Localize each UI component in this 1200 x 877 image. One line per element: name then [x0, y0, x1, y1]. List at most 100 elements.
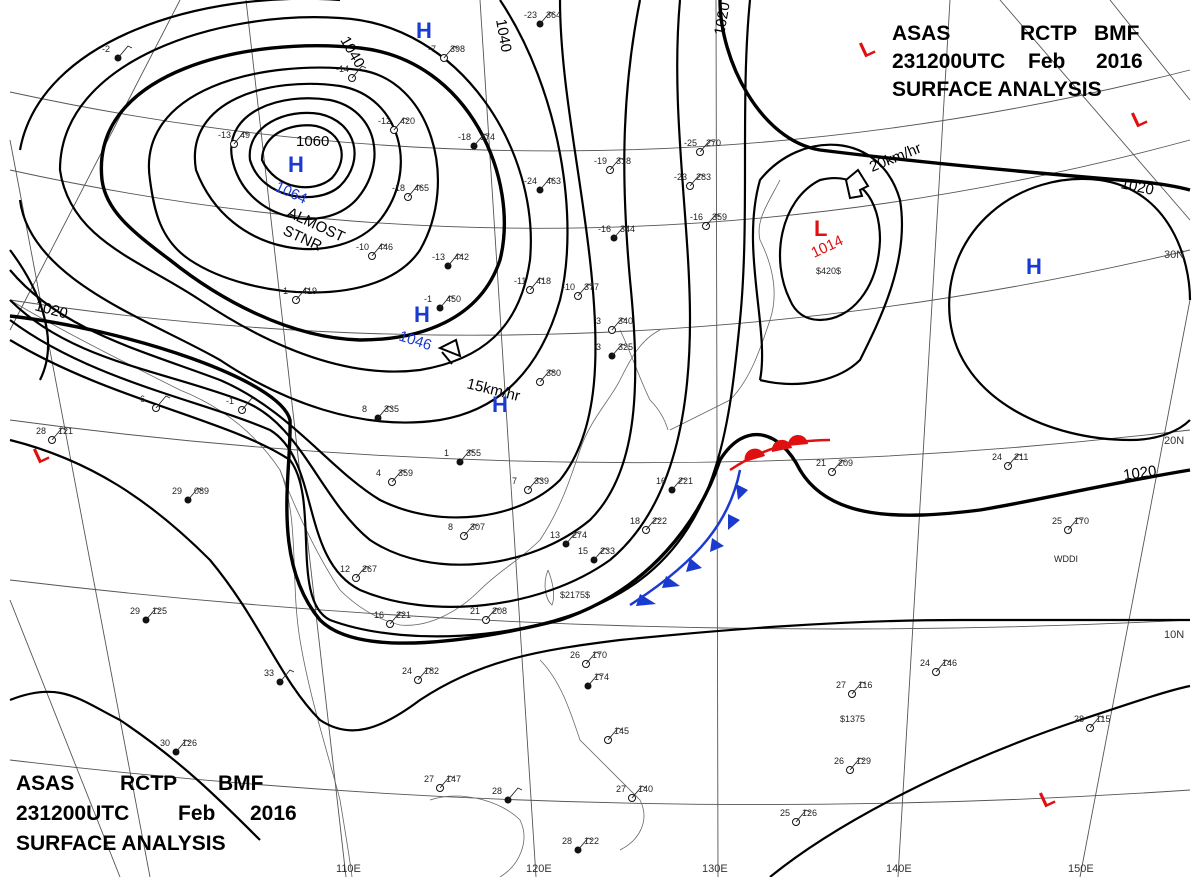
wind-barb [233, 131, 249, 145]
wind-barb [539, 177, 555, 191]
station-tags: $420$ $1375 $2175$ WDDI [560, 266, 1078, 724]
station-temperature: -12 [378, 116, 391, 126]
meridian-extra-e2 [1109, 0, 1191, 101]
header-top-line1-c: BMF [1094, 22, 1140, 45]
station-temperature: -23 [524, 10, 537, 20]
wind-barb [611, 317, 627, 331]
parallel-20n [9, 419, 1191, 464]
station-temperature: 15 [578, 546, 588, 556]
isobar-label-1020-e: 1020 [1122, 462, 1157, 483]
station-plot: 33 [264, 668, 295, 686]
meridian-130e [715, 0, 719, 877]
wind-barb [539, 11, 555, 25]
station-temperature: 18 [630, 516, 640, 526]
header-top-line1-a: ASAS [892, 22, 950, 45]
station-temperature: -24 [524, 176, 537, 186]
station-plot: -18 374 [458, 132, 495, 150]
cold-front-triangle-3 [710, 538, 724, 552]
coast-japan [669, 179, 781, 431]
station-temperature: 8 [362, 404, 367, 414]
isobar-label-1040-b: 1040 [492, 18, 515, 54]
station-pressure: 209 [838, 458, 853, 468]
isobar-1056 [193, 82, 402, 251]
station-temperature: -13 [218, 130, 231, 140]
station-plot: 3 325 [596, 342, 633, 360]
station-pressure: 420 [400, 116, 415, 126]
station-temperature: 13 [550, 530, 560, 540]
station-plot: -2 [102, 44, 133, 62]
station-plot: -1 450 [424, 294, 461, 312]
wind-barb [705, 213, 721, 227]
station-plot: 29 089 [172, 486, 209, 504]
wind-barb [1089, 715, 1105, 729]
isobar-label-1060: 1060 [296, 133, 329, 150]
station-temperature: -10 [562, 282, 575, 292]
isobar-1012-outer [751, 143, 904, 386]
isobar-1020-north [718, 0, 1191, 192]
station-plot: 25 170 [1052, 516, 1089, 534]
station-pressure: 145 [614, 726, 629, 736]
isobar-west-loop [9, 249, 50, 381]
station-temperature: 25 [780, 808, 790, 818]
station-plot: 24 182 [402, 666, 439, 684]
meridian-100e [9, 139, 151, 877]
wind-barb [241, 397, 257, 411]
station-plot: 28 121 [36, 426, 73, 444]
motion-arrow-low [844, 168, 870, 200]
station-pressure: 374 [480, 132, 495, 142]
header-top-line3: SURFACE ANALYSIS [892, 78, 1102, 101]
wind-barb [585, 651, 601, 665]
isobar-1036 [9, 0, 597, 519]
wind-barb [565, 531, 581, 545]
wind-barb [539, 369, 555, 383]
isobar-1052 [147, 66, 440, 294]
coast-philippines [539, 659, 645, 851]
fronts [629, 434, 831, 607]
wind-barb [473, 133, 489, 147]
header-bottom-line1-b: RCTP [120, 772, 177, 795]
header-top-line2-b: Feb [1028, 50, 1065, 73]
isobar-1020-main [9, 314, 1191, 645]
isobar-label-1020-ne: 1020 [1119, 175, 1155, 199]
warm-front-semicircle-3 [787, 434, 808, 446]
station-temperature: 29 [130, 606, 140, 616]
wind-barb [831, 459, 847, 473]
station-plot: 27 140 [616, 784, 653, 802]
isobar-1044 [58, 16, 532, 373]
station-special-1375: $1375 [840, 714, 865, 724]
station-temperature: 24 [920, 658, 930, 668]
wind-barb [439, 295, 455, 309]
station-plot: 16 221 [656, 476, 693, 494]
station-temperature: 7 [512, 476, 517, 486]
station-temperature: 24 [402, 666, 412, 676]
station-plot: 174 [584, 672, 609, 690]
coast-taiwan [544, 569, 555, 606]
isobar-1032 [9, 0, 642, 566]
station-pressure: 274 [572, 530, 587, 540]
high-center-siberia: H [288, 152, 304, 177]
station-pressure: 129 [856, 756, 871, 766]
station-plot: -18 465 [392, 183, 429, 201]
meridian-extra-w [9, 0, 181, 331]
motion-arrow-high [437, 338, 462, 365]
station-pressure: 270 [706, 138, 721, 148]
wind-barb [529, 277, 545, 291]
station-temperature: -16 [598, 224, 611, 234]
station-temperature: -14 [336, 64, 349, 74]
parallel-30n-b [9, 249, 1191, 336]
wind-barb [611, 343, 627, 357]
wind-barb [607, 727, 623, 741]
header-top-line2-c: 2016 [1096, 50, 1143, 73]
station-pressure: 147 [446, 774, 461, 784]
station-pressure: 355 [466, 448, 481, 458]
station-pressure: 335 [384, 404, 399, 414]
station-pressure: 340 [618, 316, 633, 326]
high-center-north: H [416, 18, 432, 43]
station-pressure: 339 [534, 476, 549, 486]
wind-barb [389, 611, 405, 625]
station-plot: 28 115 [1074, 714, 1110, 732]
wind-barb [631, 785, 647, 799]
station-plot: 30 126 [160, 738, 197, 756]
wind-barb [577, 283, 593, 297]
station-temperature: 16 [656, 476, 666, 486]
